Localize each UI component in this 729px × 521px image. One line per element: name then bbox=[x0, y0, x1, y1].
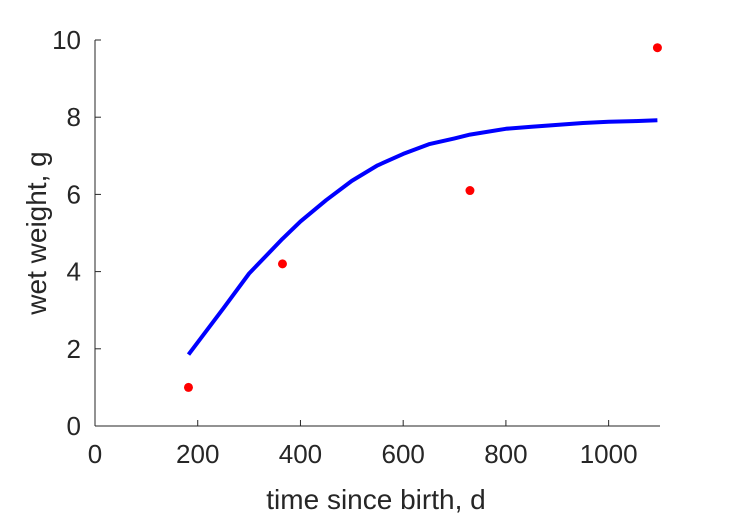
y-axis-title: wet weight, g bbox=[21, 151, 52, 315]
y-tick-label: 4 bbox=[67, 257, 81, 287]
series-layer bbox=[183, 43, 662, 392]
x-tick-label: 1000 bbox=[580, 439, 638, 469]
y-axis: 0 2 4 6 8 10 bbox=[52, 25, 101, 441]
y-tick-label: 10 bbox=[52, 25, 81, 55]
y-tick-label: 6 bbox=[67, 179, 81, 209]
data-point bbox=[183, 382, 193, 392]
data-point bbox=[277, 259, 287, 269]
data-point bbox=[652, 43, 662, 53]
y-tick-label: 0 bbox=[67, 411, 81, 441]
x-tick-label: 0 bbox=[88, 439, 102, 469]
data-point bbox=[465, 186, 475, 196]
x-tick-label: 600 bbox=[381, 439, 424, 469]
y-tick-label: 2 bbox=[67, 334, 81, 364]
x-axis-title: time since birth, d bbox=[266, 484, 485, 515]
fit-curve bbox=[186, 118, 658, 356]
x-tick-label: 200 bbox=[176, 439, 219, 469]
x-tick-label: 400 bbox=[279, 439, 322, 469]
x-axis: 0 200 400 600 800 1000 bbox=[88, 420, 660, 469]
x-tick-label: 800 bbox=[484, 439, 527, 469]
y-tick-label: 8 bbox=[67, 102, 81, 132]
